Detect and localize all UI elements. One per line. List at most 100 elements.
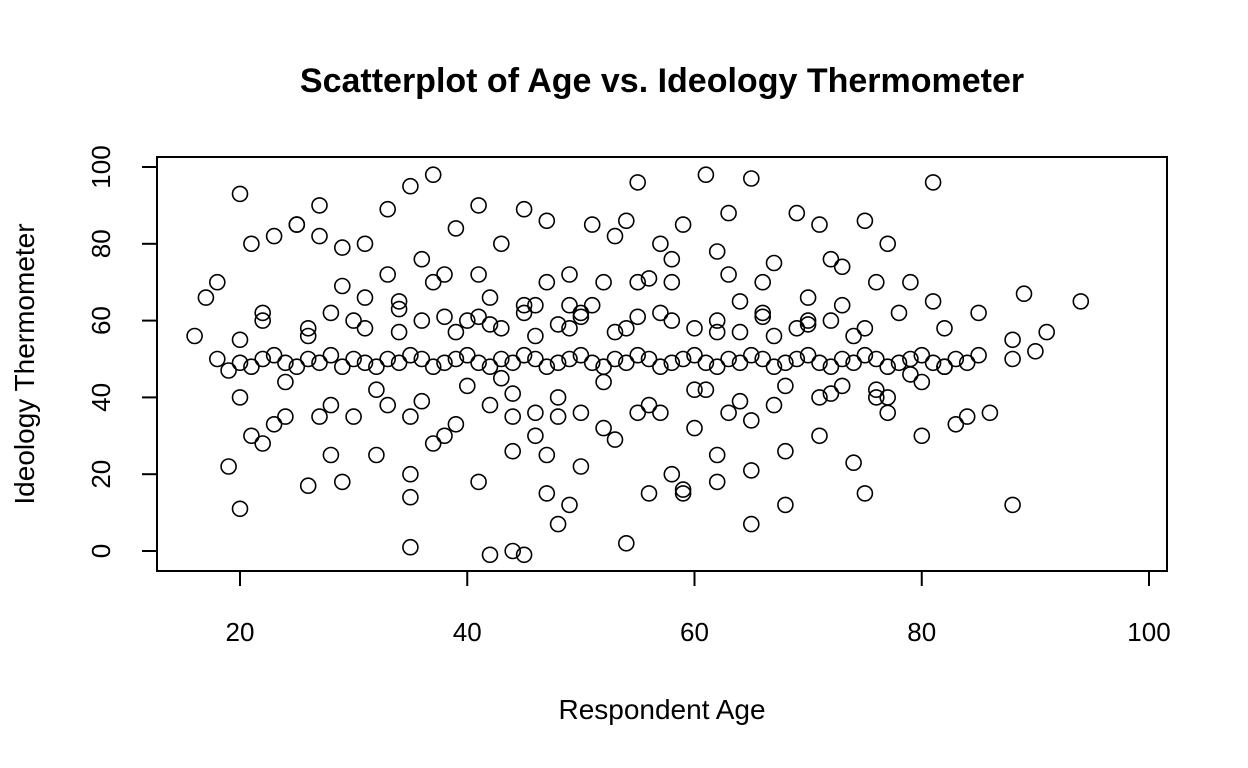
data-point [742,515,760,533]
data-point [538,212,556,230]
data-point [572,304,590,322]
data-point [686,346,703,364]
data-point [867,381,885,399]
data-point [652,358,669,376]
data-point [413,350,431,368]
data-point [867,389,885,406]
data-point [549,389,567,406]
data-point [481,396,499,414]
data-point [754,304,772,322]
data-point [402,538,419,556]
data-point [765,254,783,272]
data-point [345,408,362,425]
data-point [1027,342,1044,360]
data-point [720,404,737,422]
data-point [436,354,453,372]
data-point [742,346,760,364]
data-point [333,239,351,256]
data-point [390,293,408,310]
data-point [856,346,874,364]
data-points [186,166,1090,564]
data-point [447,415,465,433]
data-point [402,177,419,195]
data-point [754,308,772,326]
data-point [231,500,249,518]
data-point [788,204,806,222]
data-point [333,358,351,376]
data-point [765,358,783,376]
data-point [458,312,476,329]
data-point [458,377,476,395]
data-point [629,174,647,191]
data-point [663,312,681,329]
data-point [833,350,851,368]
data-point [413,312,431,329]
data-point [572,404,590,422]
data-point [265,346,283,364]
data-point [754,273,772,291]
data-point [970,346,987,364]
data-point [481,289,499,306]
data-point [856,212,874,230]
data-point [402,408,419,425]
data-point [640,350,658,368]
data-point [231,185,249,203]
data-point [561,266,578,283]
data-point [595,373,612,391]
data-point [674,485,692,502]
data-point [424,166,442,183]
x-axis: 20 40 60 80 100 [226,570,1171,647]
data-point [527,350,544,368]
data-point [424,273,442,291]
data-point [674,350,692,368]
data-point [777,377,794,395]
data-point [947,350,965,368]
data-point [663,465,681,483]
data-point [833,296,851,314]
plot-frame [156,156,1168,572]
data-point [686,319,703,337]
data-point [595,419,612,437]
data-point [640,270,658,287]
data-point [265,415,283,433]
data-point [663,250,681,268]
data-point [856,485,874,502]
data-point [561,319,578,337]
data-point [981,404,999,422]
data-point [617,319,635,337]
data-point [322,304,340,322]
data-point [583,354,601,372]
data-point [356,319,374,337]
data-point [277,373,294,391]
data-point [731,293,749,310]
data-point [606,323,624,341]
data-point [1015,285,1033,303]
data-point [549,316,567,333]
data-point [913,373,931,391]
y-tick-label: 100 [86,145,116,188]
y-axis-label: Ideology Thermometer [9,223,40,504]
data-point [311,197,328,214]
data-point [674,481,692,498]
data-point [447,350,465,368]
data-point [822,358,840,376]
data-point [504,354,522,372]
data-point [470,308,487,326]
data-point [515,200,533,218]
x-axis-label: Respondent Age [558,694,765,725]
data-point [527,404,544,422]
data-point [504,442,522,460]
data-point [277,408,294,425]
data-point [788,319,806,337]
data-point [572,346,590,364]
data-point [958,408,976,425]
data-point [640,396,658,414]
data-point [742,170,760,187]
data-point [413,392,431,410]
data-point [436,427,453,445]
data-point [958,354,976,372]
data-point [345,350,362,368]
data-point [833,258,851,276]
data-point [708,473,726,491]
data-point [936,358,953,376]
